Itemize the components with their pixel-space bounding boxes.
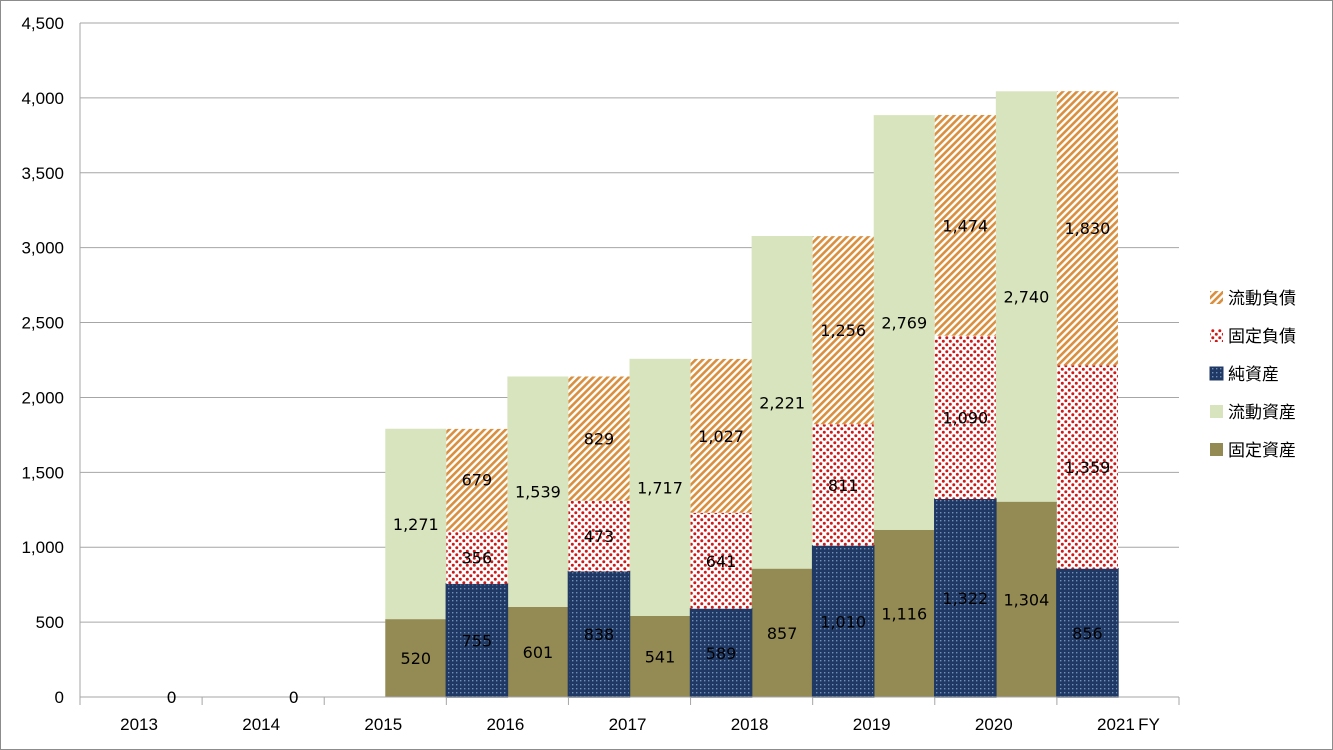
fixed-liab-value-label: 641 (706, 552, 737, 571)
current-assets-value-label: 2,221 (759, 393, 805, 412)
fixed-assets-value-label: 1,116 (881, 604, 927, 623)
fixed-assets-bar (873, 529, 935, 697)
net-assets-legend-label: 純資産 (1228, 365, 1279, 385)
fixed-liab-value-label: 473 (584, 527, 615, 546)
current-liab-value-label: 1,256 (820, 321, 866, 340)
x-tick-label: 2021 (1097, 715, 1135, 734)
current-liab-value-label: 679 (462, 471, 493, 490)
current-assets-value-label: 1,717 (637, 478, 683, 497)
fixed-liab-bar (934, 335, 996, 499)
x-tick-label: 2020 (975, 715, 1013, 734)
fixed-assets-bar (385, 619, 447, 697)
y-tick-label: 4,500 (21, 14, 64, 33)
current-liab-legend-label: 流動負債 (1228, 289, 1296, 309)
y-tick-label: 1,000 (21, 538, 64, 557)
current-liab-bar (690, 358, 752, 513)
fixed-liab-value-label: 1,359 (1065, 458, 1111, 477)
net-assets-value-label: 856 (1072, 624, 1103, 643)
x-tick-label: 2013 (120, 715, 158, 734)
y-tick-label: 500 (36, 613, 64, 632)
fixed-assets-value-label: 0 (166, 688, 176, 707)
current-liab-value-label: 829 (584, 430, 615, 449)
current-assets-legend-swatch (1210, 405, 1223, 418)
x-tick-label: 2014 (242, 715, 280, 734)
y-tick-label: 0 (55, 688, 64, 707)
current-liab-value-label: 1,830 (1065, 219, 1111, 238)
fixed-liab-legend-swatch (1210, 329, 1223, 342)
current-liab-bar (1056, 91, 1118, 366)
net-assets-bar (567, 570, 631, 698)
fixed-liab-value-label: 1,090 (942, 408, 988, 427)
fixed-assets-bar (507, 606, 569, 697)
current-assets-bar (873, 115, 935, 530)
x-tick-label: 2017 (609, 715, 647, 734)
current-assets-bar (507, 376, 569, 607)
current-assets-bar (995, 91, 1057, 502)
fixed-assets-bar (751, 568, 813, 697)
current-liab-bar (934, 114, 996, 336)
net-assets-value-label: 838 (584, 625, 615, 644)
x-tick-label: 2019 (853, 715, 891, 734)
y-tick-label: 4,000 (21, 89, 64, 108)
net-assets-bar (1056, 568, 1119, 698)
net-assets-value-label: 1,322 (942, 589, 988, 608)
fixed-assets-value-label: 520 (401, 649, 432, 668)
fixed-assets-bar (995, 501, 1057, 697)
bars-layer (385, 91, 1119, 698)
fixed-liab-legend-label: 固定負債 (1228, 327, 1296, 347)
fixed-liab-bar (1056, 365, 1118, 569)
fixed-liab-value-label: 356 (462, 548, 493, 567)
fixed-assets-value-label: 0 (289, 688, 299, 707)
current-assets-legend-label: 流動資産 (1228, 403, 1296, 423)
y-tick-label: 3,000 (21, 239, 64, 258)
y-tick-label: 2,000 (21, 388, 64, 407)
fixed-assets-value-label: 1,304 (1003, 590, 1049, 609)
current-liab-value-label: 1,474 (942, 216, 988, 235)
current-assets-bar (385, 428, 447, 620)
current-assets-bar (751, 235, 813, 569)
net-assets-value-label: 1,010 (820, 612, 866, 631)
fixed-assets-bar (629, 615, 691, 697)
net-assets-legend-swatch (1209, 366, 1224, 381)
fixed-liab-value-label: 811 (828, 476, 859, 495)
current-liab-bar (446, 428, 508, 531)
y-tick-label: 1,500 (21, 463, 64, 482)
current-assets-value-label: 2,740 (1003, 287, 1049, 306)
fixed-assets-value-label: 601 (523, 643, 554, 662)
fixed-liab-bar (690, 512, 752, 609)
current-assets-value-label: 1,271 (393, 515, 439, 534)
x-axis-unit-label: FY (1138, 715, 1160, 734)
y-tick-label: 3,500 (21, 164, 64, 183)
net-assets-value-label: 755 (462, 631, 493, 650)
x-tick-label: 2018 (731, 715, 769, 734)
net-assets-value-label: 589 (706, 644, 737, 663)
fixed-assets-value-label: 857 (767, 624, 798, 643)
axes-layer: 0 500 1,000 1,500 2,000 2,500 3,000 3,500 4,000 4… (21, 14, 1180, 734)
net-assets-bar (689, 608, 753, 698)
current-assets-value-label: 1,539 (515, 483, 561, 502)
x-tick-label: 2015 (364, 715, 402, 734)
fixed-assets-legend-label: 固定資産 (1228, 441, 1296, 461)
current-assets-value-label: 2,769 (881, 313, 927, 332)
y-tick-label: 2,500 (21, 314, 64, 333)
fixed-liab-bar (568, 500, 630, 572)
x-tick-label: 2016 (486, 715, 524, 734)
current-liab-legend-swatch (1210, 291, 1223, 304)
fixed-liab-bar (812, 424, 874, 546)
current-liab-bar (568, 376, 630, 501)
current-assets-bar (629, 358, 691, 616)
data-labels-layer: 0 0 520 1,271 601 1,539 541 1,717 857 2,221 1,116 2… (166, 216, 1110, 707)
net-assets-bar (445, 583, 509, 698)
current-liab-bar (812, 236, 874, 425)
fixed-assets-value-label: 541 (645, 647, 676, 666)
fixed-assets-legend-swatch (1210, 443, 1223, 456)
fixed-liab-bar (446, 530, 508, 584)
current-liab-value-label: 1,027 (698, 427, 744, 446)
